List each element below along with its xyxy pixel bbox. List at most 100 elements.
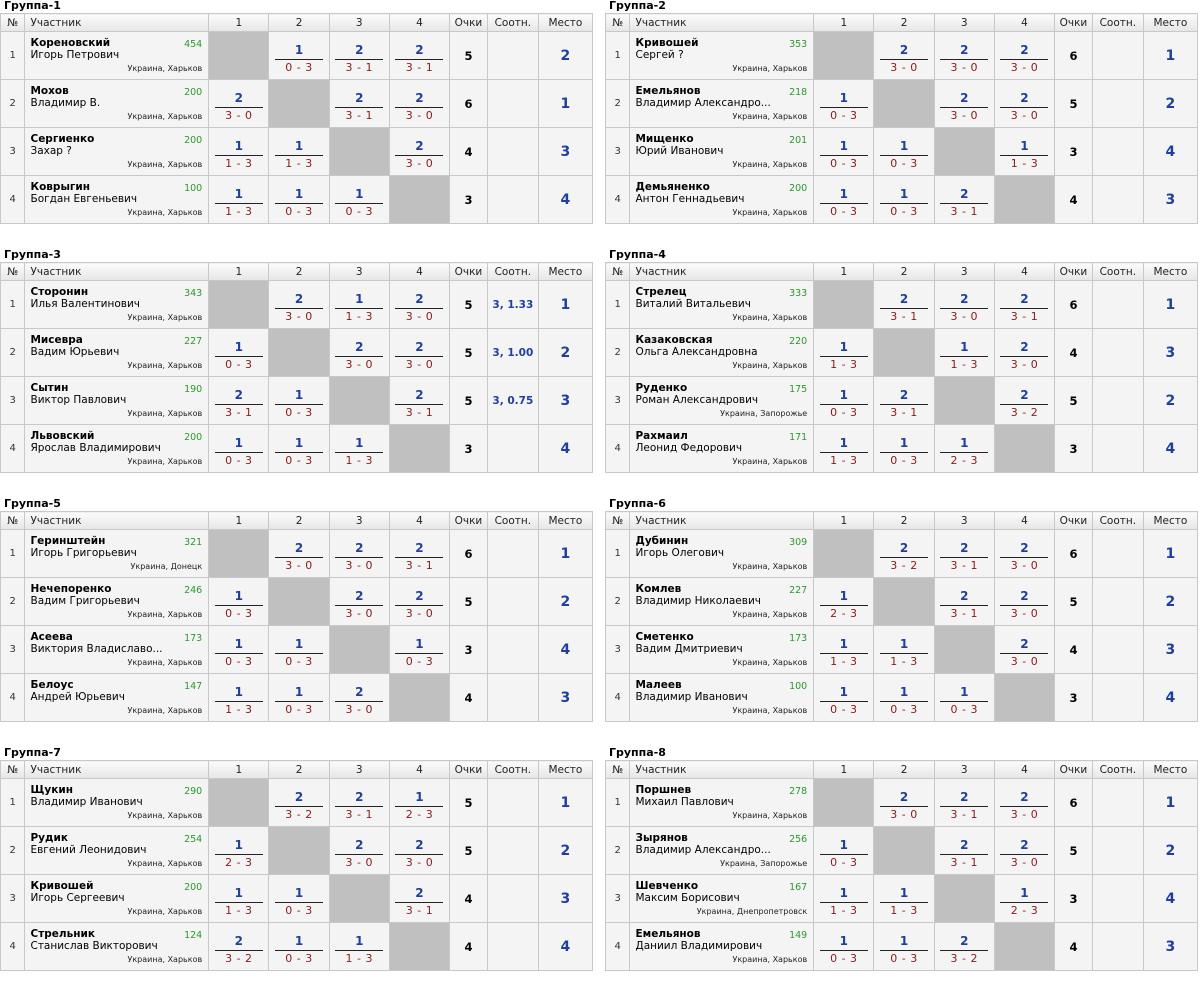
header-c1[interactable]: 1: [208, 511, 270, 530]
match-result[interactable]: 2 3 - 1: [328, 778, 390, 827]
match-result[interactable]: 1 0 - 3: [268, 175, 330, 224]
match-result[interactable]: 1 0 - 3: [268, 31, 330, 80]
player-cell[interactable]: Малеев Владимир Иванович 100 Украина, Харьк…: [629, 673, 815, 722]
player-surname[interactable]: Емельянов: [635, 928, 701, 940]
player-cell[interactable]: Емельянов Даниил Владимирович 149 Украина, …: [629, 922, 815, 971]
player-surname[interactable]: Нечепоренко: [30, 583, 112, 595]
match-result[interactable]: 2 3 - 0: [993, 529, 1056, 578]
player-surname[interactable]: Комлев: [635, 583, 682, 595]
match-result[interactable]: 1 2 - 3: [813, 577, 875, 626]
header-tiebreak[interactable]: Соотн.: [486, 13, 539, 32]
header-points[interactable]: Очки: [449, 262, 488, 281]
match-result[interactable]: 2 3 - 0: [388, 826, 451, 875]
header-place[interactable]: Место: [537, 760, 594, 779]
header-c4[interactable]: 4: [388, 13, 451, 32]
player-cell[interactable]: Львовский Ярослав Владимирович 200 Украина,…: [24, 424, 210, 473]
player-surname[interactable]: Дубинин: [635, 535, 689, 547]
match-result[interactable]: 1 0 - 3: [208, 424, 270, 473]
player-surname[interactable]: Мисевра: [30, 334, 83, 346]
header-player[interactable]: Участник: [24, 760, 210, 779]
header-c1[interactable]: 1: [813, 262, 875, 281]
match-result[interactable]: 1 0 - 3: [268, 376, 330, 425]
match-result[interactable]: 2 3 - 0: [933, 280, 995, 329]
match-result[interactable]: 1 1 - 3: [993, 127, 1056, 176]
match-result[interactable]: 2 3 - 0: [328, 826, 390, 875]
match-result[interactable]: 2 3 - 2: [933, 922, 995, 971]
match-result[interactable]: 2 3 - 1: [328, 31, 390, 80]
header-c2[interactable]: 2: [873, 262, 935, 281]
match-result[interactable]: 2 3 - 0: [993, 328, 1056, 377]
player-surname[interactable]: Поршнев: [635, 784, 692, 796]
header-c1[interactable]: 1: [208, 262, 270, 281]
match-result[interactable]: 2 3 - 1: [388, 376, 451, 425]
header-tiebreak[interactable]: Соотн.: [486, 262, 539, 281]
match-result[interactable]: 1 0 - 3: [873, 922, 935, 971]
header-c3[interactable]: 3: [933, 511, 995, 530]
player-cell[interactable]: Белоус Андрей Юрьевич 147 Украина, Харьков: [24, 673, 210, 722]
header-c2[interactable]: 2: [268, 13, 330, 32]
player-surname[interactable]: Мохов: [30, 85, 69, 97]
match-result[interactable]: 2 3 - 0: [268, 529, 330, 578]
header-points[interactable]: Очки: [1054, 760, 1093, 779]
header-place[interactable]: Место: [537, 13, 594, 32]
player-surname[interactable]: Сытин: [30, 382, 69, 394]
player-cell[interactable]: Геринштейн Игорь Григорьевич 321 Украина, Д…: [24, 529, 210, 578]
match-result[interactable]: 1 0 - 3: [813, 79, 875, 128]
match-result[interactable]: 2 3 - 0: [993, 778, 1056, 827]
player-cell[interactable]: Сергиенко Захар ? 200 Украина, Харьков: [24, 127, 210, 176]
player-cell[interactable]: Зырянов Владимир Александро... 256 Украина,…: [629, 826, 815, 875]
match-result[interactable]: 1 0 - 3: [813, 127, 875, 176]
match-result[interactable]: 1 0 - 3: [268, 424, 330, 473]
header-player[interactable]: Участник: [629, 760, 815, 779]
match-result[interactable]: 1 0 - 3: [268, 922, 330, 971]
header-points[interactable]: Очки: [1054, 13, 1093, 32]
match-result[interactable]: 2 3 - 0: [933, 79, 995, 128]
match-result[interactable]: 2 3 - 0: [993, 826, 1056, 875]
match-result[interactable]: 1 2 - 3: [933, 424, 995, 473]
player-cell[interactable]: Казаковская Ольга Александровна 220 Украина…: [629, 328, 815, 377]
player-cell[interactable]: Рахмаил Леонид Федорович 171 Украина, Харьк…: [629, 424, 815, 473]
player-cell[interactable]: Рудик Евгений Леонидович 254 Украина, Харьк…: [24, 826, 210, 875]
match-result[interactable]: 2 3 - 2: [873, 529, 935, 578]
match-result[interactable]: 2 3 - 1: [933, 577, 995, 626]
header-place[interactable]: Место: [1142, 262, 1199, 281]
player-surname[interactable]: Львовский: [30, 430, 95, 442]
header-c2[interactable]: 2: [268, 760, 330, 779]
match-result[interactable]: 1 1 - 3: [813, 625, 875, 674]
header-player[interactable]: Участник: [24, 262, 210, 281]
header-c1[interactable]: 1: [208, 13, 270, 32]
header-c2[interactable]: 2: [268, 511, 330, 530]
header-num[interactable]: №: [604, 511, 631, 530]
match-result[interactable]: 2 3 - 0: [388, 79, 451, 128]
player-cell[interactable]: Мохов Владимир В. 200 Украина, Харьков: [24, 79, 210, 128]
player-surname[interactable]: Кореновский: [30, 37, 111, 49]
player-surname[interactable]: Кривошей: [30, 880, 94, 892]
match-result[interactable]: 2 3 - 0: [328, 577, 390, 626]
match-result[interactable]: 2 3 - 0: [328, 673, 390, 722]
match-result[interactable]: 2 3 - 1: [873, 280, 935, 329]
player-cell[interactable]: Кореновский Игорь Петрович 454 Украина, Хар…: [24, 31, 210, 80]
match-result[interactable]: 1 0 - 3: [388, 625, 451, 674]
match-result[interactable]: 2 3 - 0: [993, 577, 1056, 626]
match-result[interactable]: 2 3 - 0: [993, 79, 1056, 128]
player-surname[interactable]: Рахмаил: [635, 430, 688, 442]
header-c4[interactable]: 4: [388, 511, 451, 530]
player-cell[interactable]: Коврыгин Богдан Евгеньевич 100 Украина, Хар…: [24, 175, 210, 224]
header-num[interactable]: №: [604, 262, 631, 281]
header-c4[interactable]: 4: [993, 760, 1056, 779]
match-result[interactable]: 2 3 - 0: [933, 31, 995, 80]
header-tiebreak[interactable]: Соотн.: [1091, 262, 1144, 281]
match-result[interactable]: 1 1 - 3: [813, 328, 875, 377]
match-result[interactable]: 1 2 - 3: [208, 826, 270, 875]
header-c3[interactable]: 3: [933, 13, 995, 32]
header-num[interactable]: №: [0, 262, 26, 281]
player-cell[interactable]: Поршнев Михаил Павлович 278 Украина, Харько…: [629, 778, 815, 827]
match-result[interactable]: 1 1 - 3: [208, 127, 270, 176]
match-result[interactable]: 2 3 - 2: [208, 922, 270, 971]
header-player[interactable]: Участник: [629, 262, 815, 281]
player-cell[interactable]: Комлев Владимир Николаевич 227 Украина, Хар…: [629, 577, 815, 626]
match-result[interactable]: 2 3 - 0: [268, 280, 330, 329]
match-result[interactable]: 1 1 - 3: [813, 424, 875, 473]
header-tiebreak[interactable]: Соотн.: [1091, 511, 1144, 530]
match-result[interactable]: 2 3 - 0: [873, 778, 935, 827]
